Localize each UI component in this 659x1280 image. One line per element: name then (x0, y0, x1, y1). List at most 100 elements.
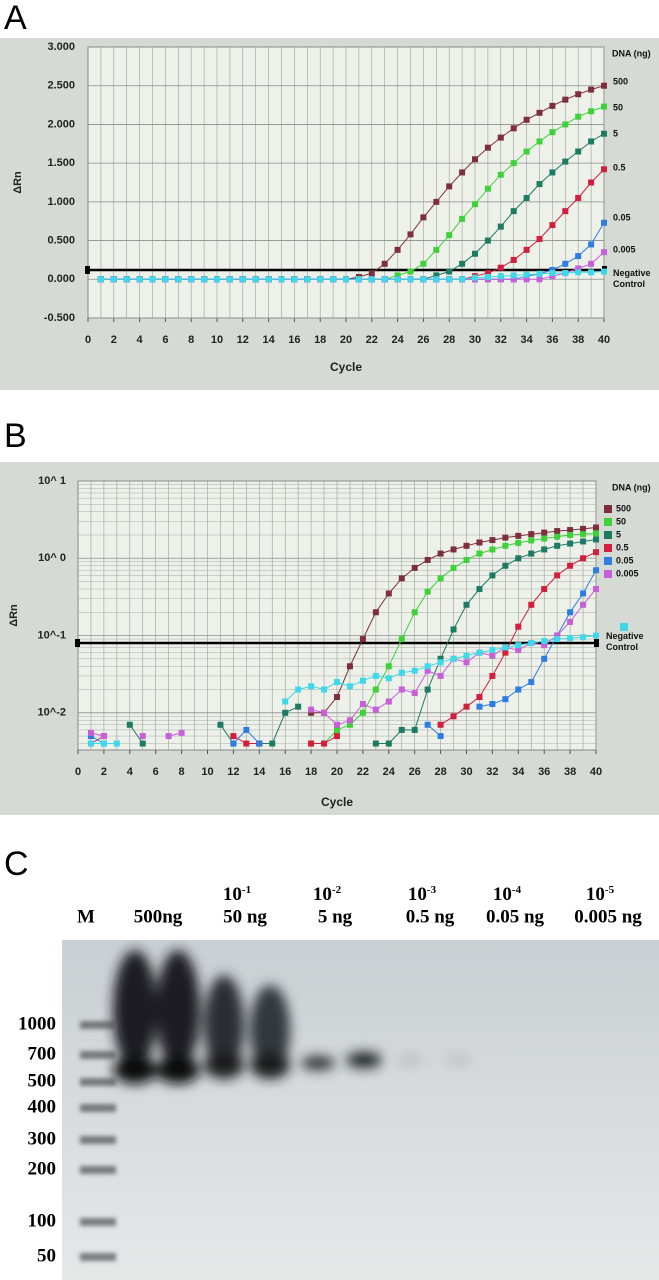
data-point (308, 740, 315, 747)
y-axis-title: ΔRn (12, 171, 24, 194)
legend-title: DNA (ng) (612, 482, 651, 492)
data-point (567, 540, 574, 547)
x-tick-label: 0 (75, 766, 81, 778)
data-point (567, 609, 574, 616)
data-point (411, 726, 418, 733)
data-point (601, 103, 607, 110)
data-point (601, 249, 607, 256)
x-tick-label: 20 (340, 334, 352, 346)
x-tick-label: 2 (111, 334, 117, 346)
data-point (304, 276, 311, 283)
data-point (139, 740, 146, 747)
lane-label: 500ng (134, 906, 183, 927)
x-tick-label: 36 (538, 766, 550, 778)
data-point (497, 276, 504, 283)
ladder-band (80, 1051, 116, 1059)
legend-label: 0.05 (613, 212, 631, 222)
data-point (398, 686, 405, 693)
lane-label: 5 ng (318, 906, 353, 927)
data-point (523, 271, 530, 278)
data-point (450, 626, 457, 633)
legend-label: 0.5 (616, 542, 629, 552)
data-point (372, 686, 379, 693)
x-tick-label: 36 (546, 334, 558, 346)
data-point (472, 201, 478, 208)
legend-swatch (604, 544, 612, 552)
data-point (334, 733, 340, 740)
data-point (593, 530, 599, 537)
lane-label: 0.5 ng (406, 906, 455, 927)
x-tick-label: 8 (188, 334, 194, 346)
data-point (502, 562, 509, 569)
data-point (239, 276, 246, 283)
data-point (476, 550, 483, 557)
data-point (588, 108, 595, 115)
data-point (588, 269, 595, 276)
data-point (126, 721, 133, 728)
ladder-band (80, 1253, 116, 1261)
lane-label: 0.005 ng (574, 906, 642, 927)
ladder (80, 1021, 116, 1261)
series-line (220, 724, 234, 744)
data-point (334, 694, 340, 701)
data-point (450, 713, 457, 720)
x-tick-label: 12 (237, 334, 249, 346)
data-point (588, 260, 595, 267)
x-tick-label: 24 (391, 334, 404, 346)
data-point (489, 646, 496, 653)
data-point (593, 632, 599, 639)
data-point (330, 276, 337, 283)
data-point (580, 634, 587, 641)
data-point (575, 91, 582, 98)
legend-label: 50 (613, 102, 623, 112)
data-point (437, 550, 444, 557)
x-tick-label: 26 (409, 766, 421, 778)
data-point (541, 529, 548, 536)
data-point (497, 171, 504, 178)
data-point (308, 706, 315, 713)
data-point (497, 223, 504, 230)
data-point (476, 703, 483, 710)
data-point (411, 609, 418, 616)
data-point (484, 185, 491, 192)
data-point (437, 733, 444, 740)
data-point (502, 649, 509, 656)
data-point (407, 268, 414, 275)
data-point (497, 264, 504, 271)
data-point (515, 555, 522, 562)
legend-label: 5 (613, 128, 618, 138)
x-tick-label: 30 (460, 766, 472, 778)
x-tick-label: 28 (434, 766, 446, 778)
data-point (359, 700, 366, 707)
exponent-base: 10 (493, 884, 512, 905)
data-point (510, 272, 517, 279)
data-point (381, 260, 388, 267)
data-point (562, 121, 569, 128)
data-point (484, 237, 491, 244)
data-point (463, 652, 470, 659)
data-point (420, 260, 427, 267)
x-axis-title: Cycle (321, 795, 353, 809)
data-point (484, 273, 491, 280)
data-point (372, 609, 379, 616)
data-point (497, 134, 504, 141)
panel-label: B (4, 417, 27, 455)
data-point (230, 740, 237, 747)
data-point (567, 634, 574, 641)
data-point (580, 555, 587, 562)
data-point (541, 546, 548, 553)
data-point (433, 198, 440, 205)
data-point (398, 575, 405, 582)
data-point (510, 256, 517, 263)
ladder-band (80, 1218, 116, 1226)
data-point (588, 179, 595, 186)
ladder-band (80, 1104, 116, 1112)
marker-size-label: 700 (28, 1043, 57, 1064)
legend-title: DNA (ng) (612, 48, 651, 58)
legend-swatch (620, 623, 628, 631)
data-point (510, 160, 517, 167)
data-point (575, 194, 582, 201)
y-tick-label: -0.500 (44, 312, 75, 324)
data-point (87, 729, 94, 736)
